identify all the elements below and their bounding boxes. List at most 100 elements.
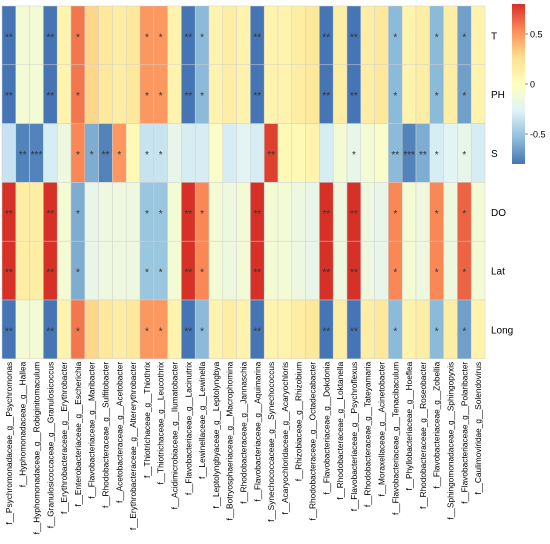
heatmap-cell (112, 5, 127, 66)
heatmap-cell (125, 299, 141, 360)
column-label: f__Flavobacteriaceae_g__Dokdonia (321, 361, 331, 494)
significance-marker: * (435, 150, 439, 161)
heatmap-cell (167, 5, 182, 66)
significance-marker: ** (350, 91, 358, 102)
heatmap-cell (167, 182, 182, 242)
heatmap-cell (112, 299, 127, 360)
heatmap-cell (236, 5, 251, 66)
heatmap-cell (291, 182, 306, 242)
significance-marker: ** (267, 150, 275, 161)
column-label: f__Erythrobacteraceae_g__Erythrobacter (59, 362, 69, 514)
column-label: f__Phyllobacteriaceae_g__Hoeflea (404, 361, 414, 490)
heatmap-cell (291, 123, 306, 183)
heatmap-cell (98, 64, 113, 124)
significance-marker: * (435, 268, 439, 279)
significance-marker: * (200, 326, 204, 337)
heatmap-cell (112, 240, 127, 301)
heatmap-cell (43, 123, 58, 183)
significance-marker: ** (253, 32, 261, 43)
significance-marker: * (145, 326, 149, 337)
column-label: f__Moraxellaceae_g__Acinetobacter (377, 362, 387, 497)
significance-marker: ** (5, 32, 13, 43)
significance-marker: ** (184, 268, 192, 279)
column-label: f__Flavobacteriaceae_g__Maribacter (87, 362, 97, 499)
significance-marker: ** (19, 150, 27, 161)
heatmap-cell (98, 182, 113, 242)
row-label: T (491, 31, 497, 42)
column-label: f__Flavobacteriaceae_g__Aquimarina (252, 361, 262, 501)
heatmap-cell (236, 123, 251, 183)
heatmap-cell (194, 123, 210, 183)
significance-marker: * (145, 32, 149, 43)
column-label: f__Rhizobiaceae_g__Rhizobium (294, 362, 304, 482)
significance-marker: * (462, 91, 466, 102)
significance-marker: *** (403, 150, 415, 161)
heatmap-cell (415, 240, 431, 301)
heatmap-cell (443, 64, 458, 124)
significance-marker: ** (322, 91, 330, 102)
column-label: f__Flavobacteriaceae_g__Psychroflexus (349, 362, 359, 511)
significance-marker: * (200, 32, 204, 43)
row-label: PH (491, 90, 505, 101)
legend-tick-label: 0.5 (530, 30, 543, 40)
heatmap-cell (374, 240, 389, 301)
heatmap-cell (125, 123, 141, 183)
significance-marker: ** (46, 268, 54, 279)
column-label: f__Acaryochloridaceae_g__Acaryochloris (280, 362, 290, 515)
heatmap-cell (263, 182, 279, 242)
column-label: f__Sphingomonadaceae_g__Sphingopyxis (446, 362, 456, 520)
heatmap-cell (263, 240, 279, 301)
heatmap-cell (56, 123, 72, 183)
significance-marker: * (200, 268, 204, 279)
column-label: f__Caulimoviridae_g__Solendovirus (473, 362, 483, 495)
heatmap-cell (277, 123, 293, 183)
heatmap-cell (98, 5, 113, 66)
significance-marker: * (200, 91, 204, 102)
heatmap-cell (56, 182, 72, 242)
heatmap-cell (29, 182, 44, 242)
column-label: f__Rhodobacteraceae_g__Octadecabacter (308, 362, 318, 521)
heatmap-cell (167, 299, 182, 360)
significance-marker: ** (253, 326, 261, 337)
significance-marker: ** (184, 326, 192, 337)
heatmap-cell (222, 64, 237, 124)
heatmap-cell (263, 299, 279, 360)
column-labels: f__Psychromonadaceae_g__Psychromonas f__H… (4, 361, 483, 534)
significance-marker: ** (46, 209, 54, 220)
column-label: f__Lewinellaceae_g__Lewinella (197, 361, 207, 479)
heatmap-cell (470, 64, 486, 124)
significance-marker: * (393, 209, 397, 220)
heatmap-cell (332, 299, 348, 360)
significance-marker: * (76, 268, 80, 279)
heatmap-cell (15, 5, 30, 66)
heatmap-cell (415, 182, 431, 242)
significance-marker: * (462, 268, 466, 279)
heatmap-cell (401, 299, 417, 360)
heatmap-cell (305, 299, 320, 360)
heatmap-cell (263, 5, 279, 66)
significance-marker: ** (419, 150, 427, 161)
heatmap-cell (263, 64, 279, 124)
significance-marker: * (462, 326, 466, 337)
column-label: f__Erythrobacteraceae_g__Altererythrobac… (128, 362, 138, 531)
heatmap-cell (56, 299, 72, 360)
row-label: DO (491, 208, 506, 219)
heatmap-cell (443, 123, 458, 183)
significance-marker: * (435, 32, 439, 43)
significance-marker: * (393, 268, 397, 279)
heatmap-cell (15, 64, 30, 124)
significance-marker: * (393, 326, 397, 337)
legend-tick-label: -0.5 (530, 130, 546, 140)
column-label: f__Rhodobacteraceae_g__Jannaschia (239, 361, 249, 503)
column-label: f__Flavobacteriaceae_g__Lacinutrix (183, 361, 193, 495)
significance-marker: * (200, 209, 204, 220)
significance-marker: ** (322, 326, 330, 337)
heatmap-cell (236, 240, 251, 301)
column-label: f__Psychromonadaceae_g__Psychromonas (4, 362, 14, 525)
column-label: f__Leptolyngbyaceae_g__Leptolyngbya (211, 361, 221, 508)
significance-marker: * (76, 209, 80, 220)
row-label: Long (491, 325, 513, 336)
significance-marker: * (145, 91, 149, 102)
heatmap-cell (29, 240, 44, 301)
